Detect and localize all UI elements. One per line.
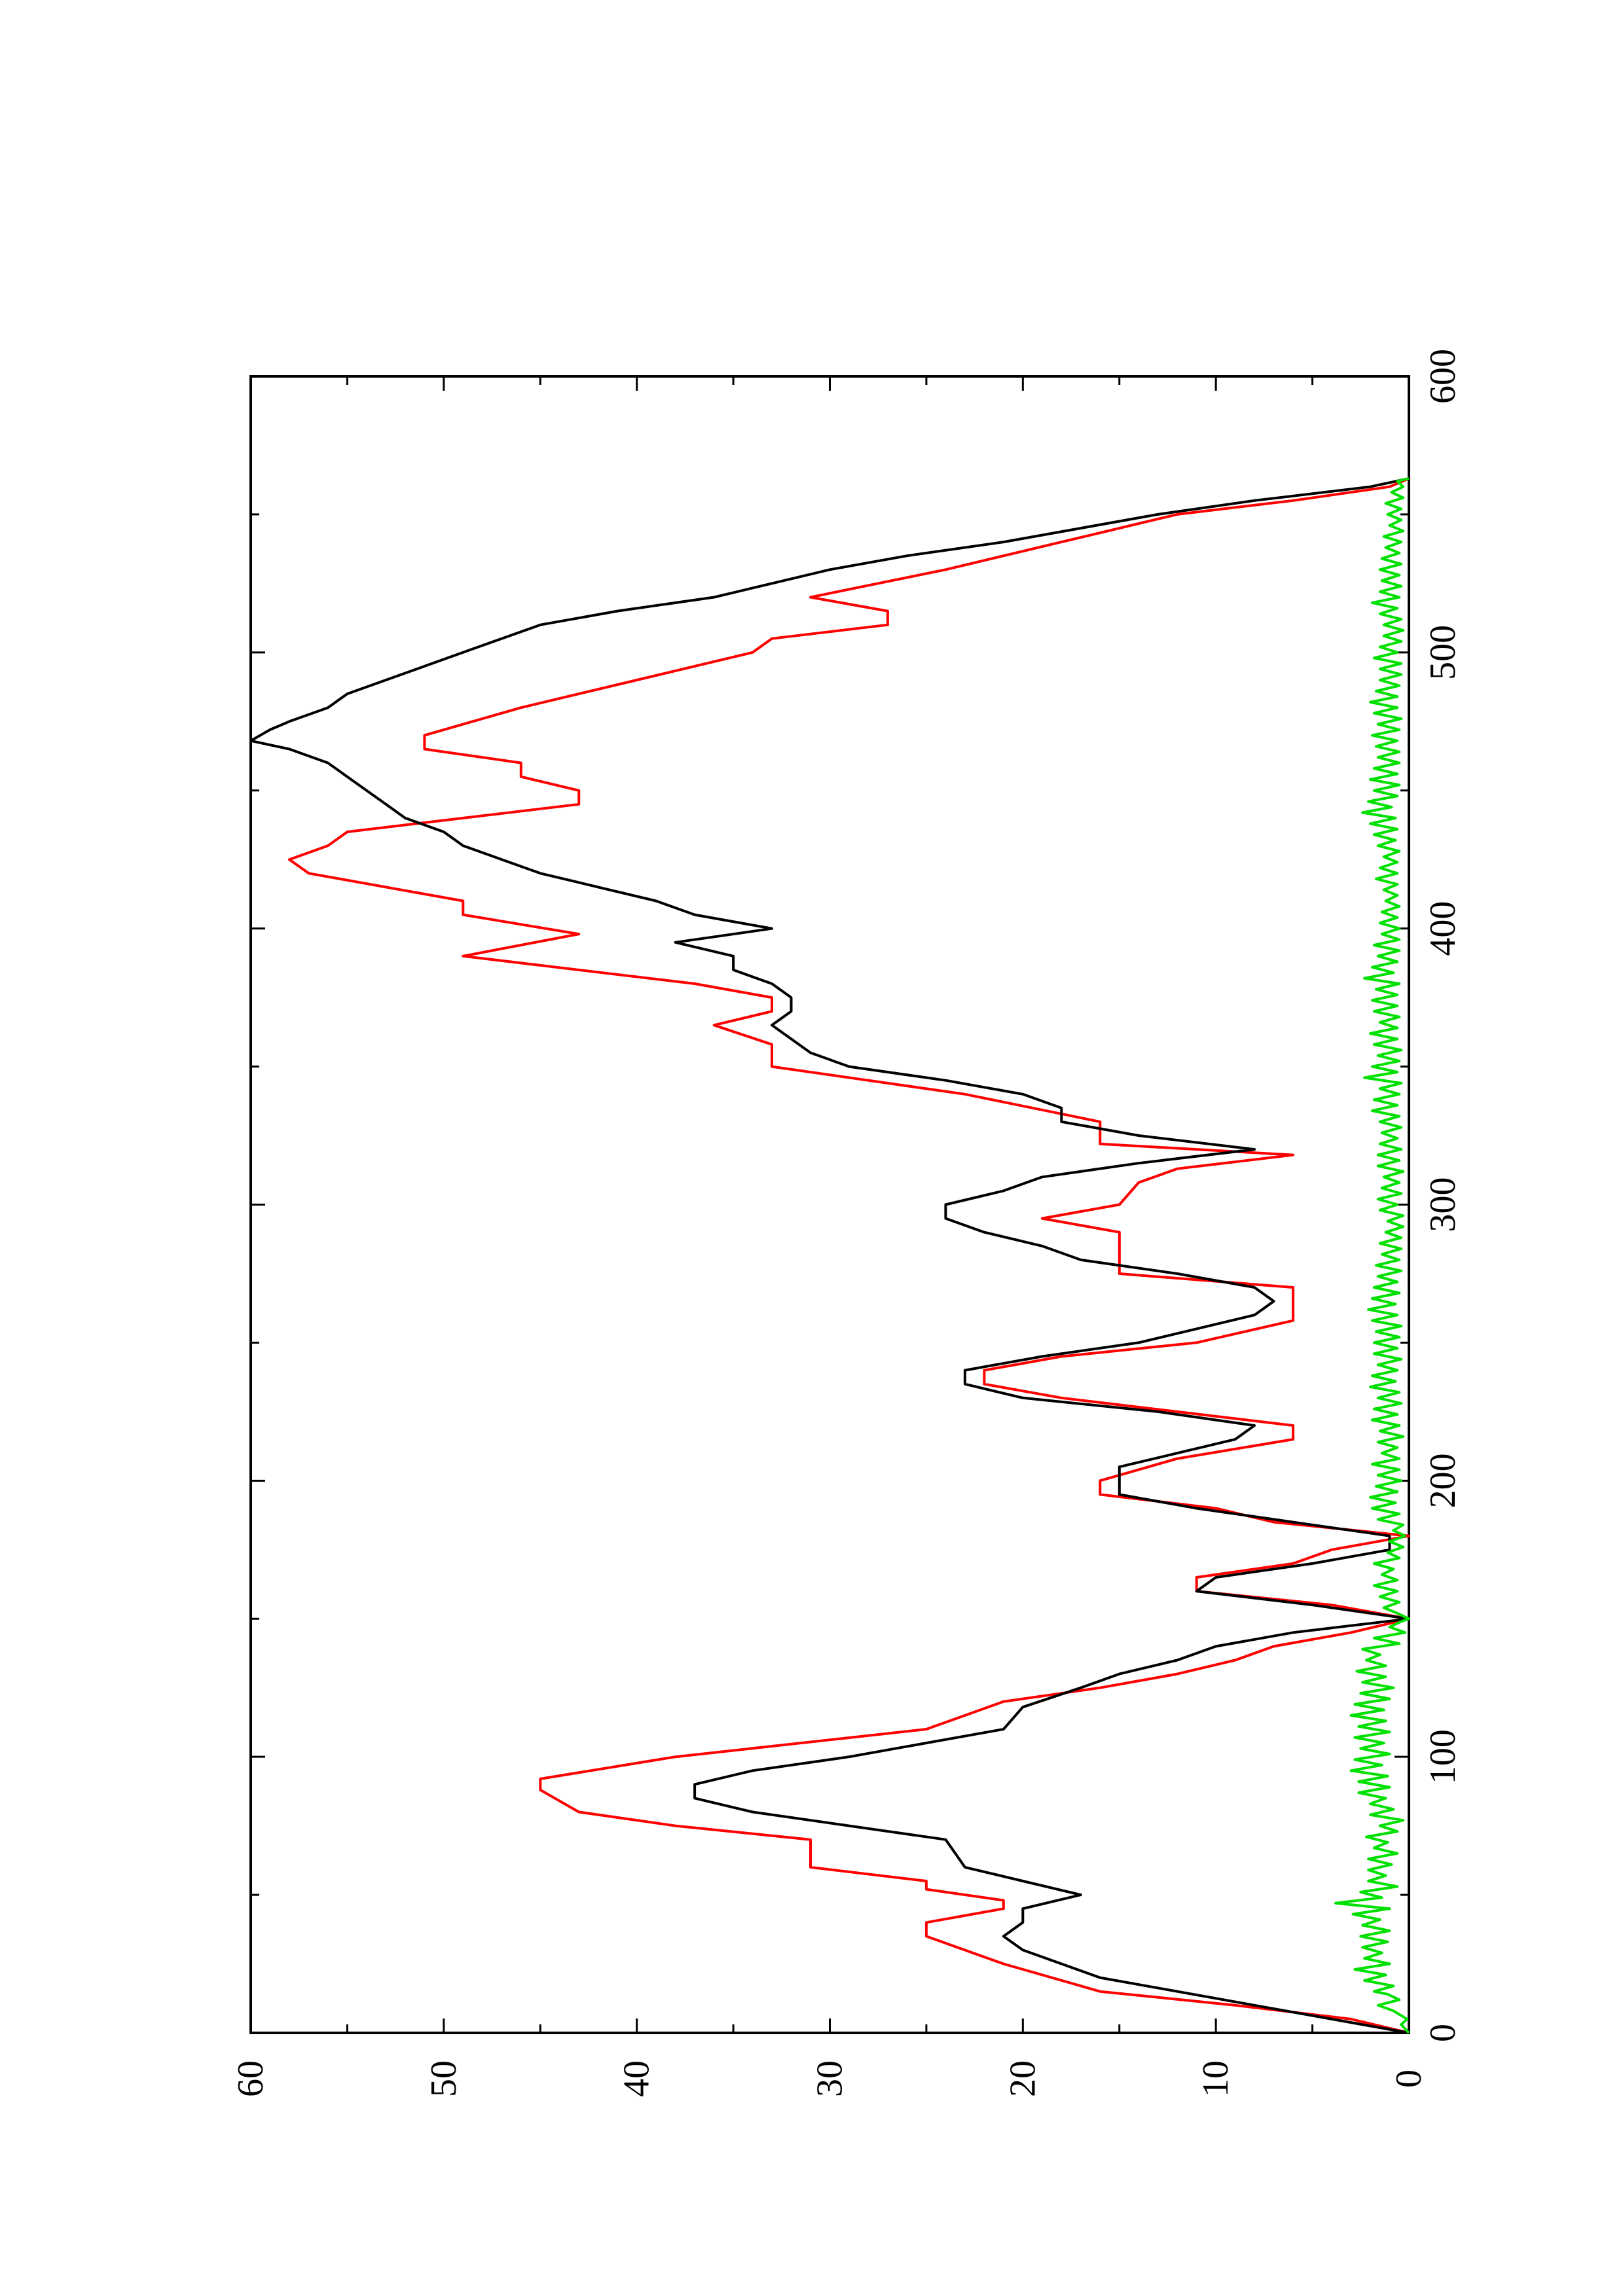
y-tick-label: 0 [1389, 2070, 1429, 2088]
x-tick-label: 0 [1423, 2024, 1463, 2042]
series-line-0 [288, 477, 1410, 2034]
y-tick-label: 40 [617, 2060, 657, 2097]
series-layer [249, 477, 1410, 2034]
y-tick-label: 10 [1195, 2060, 1236, 2097]
y-tick-label: 50 [424, 2060, 464, 2097]
x-tick-label: 400 [1423, 901, 1463, 956]
y-tick-label: 60 [230, 2060, 271, 2097]
x-tick-label: 100 [1423, 1729, 1463, 1784]
series-line-1 [249, 477, 1410, 2034]
y-tick-label: 30 [810, 2060, 850, 2097]
x-tick-label: 200 [1423, 1453, 1463, 1508]
x-tick-label: 600 [1423, 349, 1463, 404]
x-tick-label: 300 [1423, 1177, 1463, 1232]
x-tick-label: 500 [1423, 625, 1463, 680]
plot-frame [249, 375, 1410, 2034]
series-line-2 [1334, 477, 1410, 2034]
axis-ticks [249, 375, 1410, 2034]
plot-area [249, 375, 1410, 2034]
y-tick-label: 20 [1002, 2060, 1043, 2097]
tick-labels: 0 100 200 300 400 500 600 0 10 20 30 40 50 60 [230, 349, 1463, 2097]
